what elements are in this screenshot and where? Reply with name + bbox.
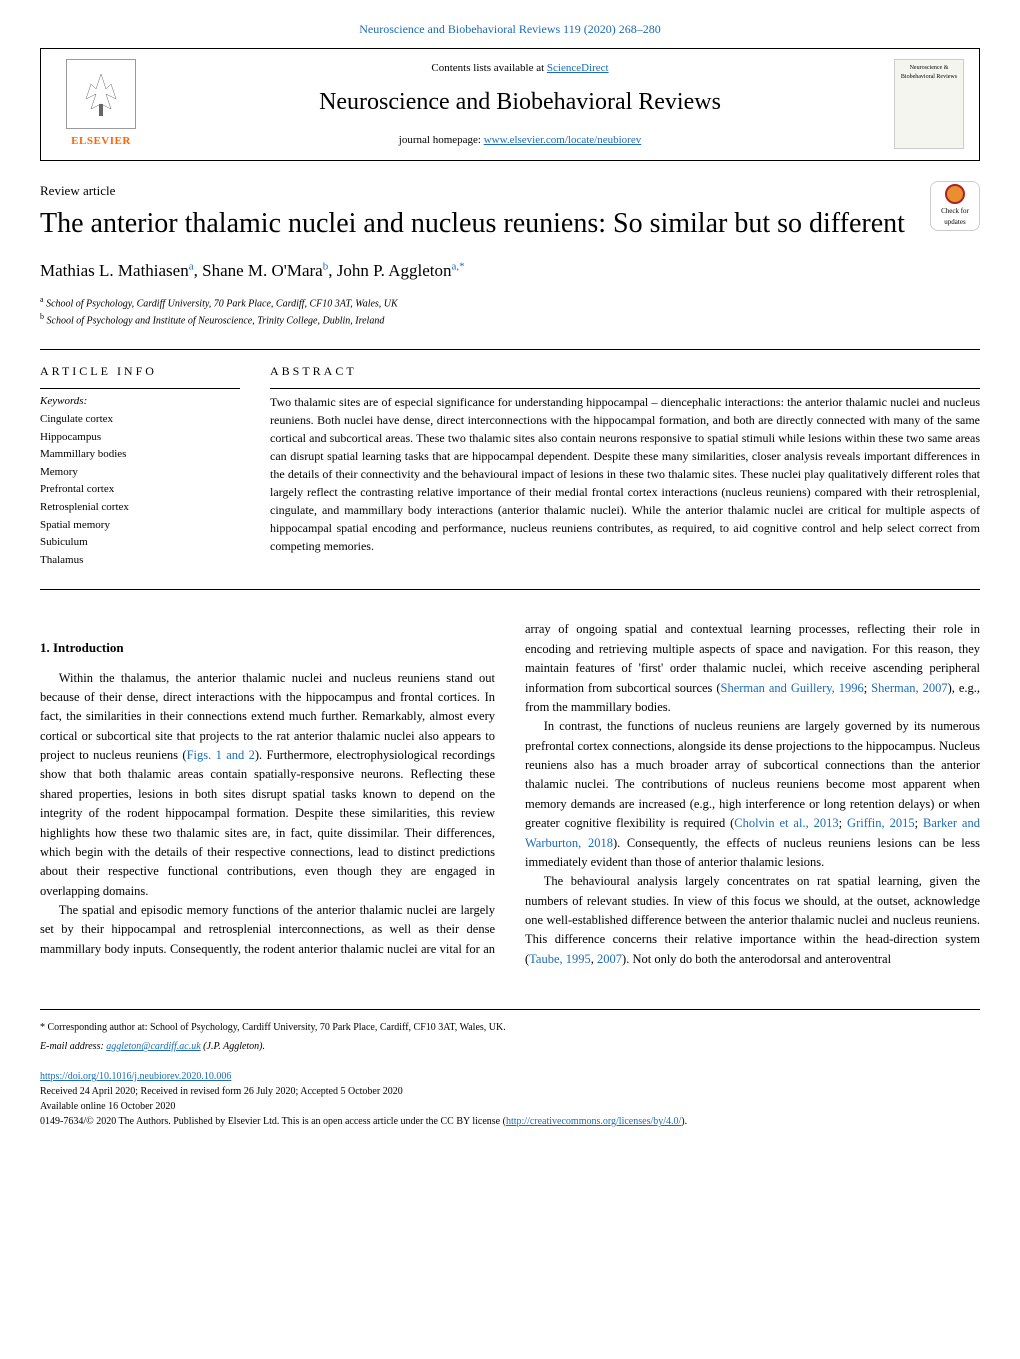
main-content: 1. Introduction Within the thalamus, the…: [40, 620, 980, 969]
email-label: E-mail address:: [40, 1041, 106, 1052]
paragraph-4: The behavioural analysis largely concent…: [525, 872, 980, 969]
journal-title: Neuroscience and Biobehavioral Reviews: [146, 84, 894, 120]
keywords-label: Keywords:: [40, 388, 240, 410]
sciencedirect-link[interactable]: ScienceDirect: [547, 62, 609, 74]
abstract-header: ABSTRACT: [270, 362, 980, 380]
contents-text: Contents lists available at: [431, 62, 546, 74]
para3-mid2: ;: [915, 816, 923, 830]
ref-sherman[interactable]: Sherman, 2007: [871, 681, 947, 695]
ref-taube2007[interactable]: 2007: [597, 952, 622, 966]
affiliations: a School of Psychology, Cardiff Universi…: [40, 294, 980, 329]
elsevier-tree-icon: [66, 59, 136, 129]
author-1: Mathias L. Mathiasen: [40, 261, 189, 280]
email-name: (J.P. Aggleton).: [201, 1041, 265, 1052]
authors-list: Mathias L. Mathiasena, Shane M. O'Marab,…: [40, 258, 980, 284]
check-updates-badge[interactable]: Check for updates: [930, 181, 980, 231]
para3-text: In contrast, the functions of nucleus re…: [525, 719, 980, 830]
article-info: ARTICLE INFO Keywords: Cingulate cortex …: [40, 362, 240, 570]
figs-ref[interactable]: Figs. 1 and 2: [187, 748, 255, 762]
journal-homepage: journal homepage: www.elsevier.com/locat…: [146, 132, 894, 149]
para2-mid: ;: [864, 681, 871, 695]
author-3-sup: a,: [452, 261, 460, 273]
paragraph-1: Within the thalamus, the anterior thalam…: [40, 669, 495, 902]
keyword-item: Cingulate cortex: [40, 411, 240, 429]
keyword-item: Prefrontal cortex: [40, 481, 240, 499]
keyword-item: Memory: [40, 464, 240, 482]
received-info: Received 24 April 2020; Received in revi…: [40, 1084, 980, 1099]
para1-cont: ). Furthermore, electrophysiological rec…: [40, 748, 495, 898]
para3-mid1: ;: [839, 816, 847, 830]
journal-citation: Neuroscience and Biobehavioral Reviews 1…: [40, 20, 980, 38]
email-line: E-mail address: aggleton@cardiff.ac.uk (…: [40, 1039, 980, 1054]
footer: * Corresponding author at: School of Psy…: [40, 1009, 980, 1129]
affiliation-a: School of Psychology, Cardiff University…: [46, 298, 398, 309]
ref-cholvin[interactable]: Cholvin et al., 2013: [734, 816, 838, 830]
ref-griffin[interactable]: Griffin, 2015: [847, 816, 915, 830]
corresponding-author: * Corresponding author at: School of Psy…: [40, 1020, 980, 1035]
keyword-item: Hippocampus: [40, 429, 240, 447]
corresponding-star: *: [459, 261, 465, 273]
copyright-end: ).: [681, 1116, 687, 1127]
journal-info: Contents lists available at ScienceDirec…: [146, 60, 894, 149]
check-updates-text: Check for updates: [931, 206, 979, 227]
abstract-section: ABSTRACT Two thalamic sites are of espec…: [270, 362, 980, 570]
abstract-text: Two thalamic sites are of especial signi…: [270, 388, 980, 555]
author-3: , John P. Aggleton: [328, 261, 451, 280]
keyword-item: Subiculum: [40, 534, 240, 552]
article-type: Review article: [40, 181, 980, 201]
keyword-item: Retrosplenial cortex: [40, 499, 240, 517]
intro-section-title: 1. Introduction: [40, 638, 495, 658]
paragraph-3: In contrast, the functions of nucleus re…: [525, 717, 980, 872]
article-info-header: ARTICLE INFO: [40, 362, 240, 380]
info-abstract-section: ARTICLE INFO Keywords: Cingulate cortex …: [40, 362, 980, 570]
author-2: , Shane M. O'Mara: [194, 261, 323, 280]
check-updates-icon: [945, 184, 965, 204]
article-title: The anterior thalamic nuclei and nucleus…: [40, 206, 980, 242]
license-link[interactable]: http://creativecommons.org/licenses/by/4…: [506, 1116, 681, 1127]
contents-line: Contents lists available at ScienceDirec…: [146, 60, 894, 77]
keyword-item: Spatial memory: [40, 517, 240, 535]
journal-cover-image: Neuroscience & Biobehavioral Reviews: [894, 59, 964, 149]
ref-taube1995[interactable]: Taube, 1995: [529, 952, 591, 966]
affiliation-b: School of Psychology and Institute of Ne…: [47, 316, 385, 327]
available-info: Available online 16 October 2020: [40, 1099, 980, 1114]
para4-cont: ). Not only do both the anterodorsal and…: [622, 952, 891, 966]
elsevier-logo: ELSEVIER: [56, 59, 146, 150]
copyright-info: 0149-7634/© 2020 The Authors. Published …: [40, 1114, 980, 1129]
ref-sherman-guillery[interactable]: Sherman and Guillery, 1996: [721, 681, 864, 695]
journal-header-box: ELSEVIER Contents lists available at Sci…: [40, 48, 980, 161]
elsevier-text: ELSEVIER: [71, 133, 131, 150]
copyright-text: 0149-7634/© 2020 The Authors. Published …: [40, 1116, 506, 1127]
keywords-list: Cingulate cortex Hippocampus Mammillary …: [40, 411, 240, 569]
keyword-item: Thalamus: [40, 552, 240, 570]
homepage-text: journal homepage:: [399, 134, 484, 146]
email-link[interactable]: aggleton@cardiff.ac.uk: [106, 1041, 200, 1052]
doi-link[interactable]: https://doi.org/10.1016/j.neubiorev.2020…: [40, 1071, 231, 1082]
homepage-link[interactable]: www.elsevier.com/locate/neubiorev: [484, 134, 642, 146]
keyword-item: Mammillary bodies: [40, 446, 240, 464]
